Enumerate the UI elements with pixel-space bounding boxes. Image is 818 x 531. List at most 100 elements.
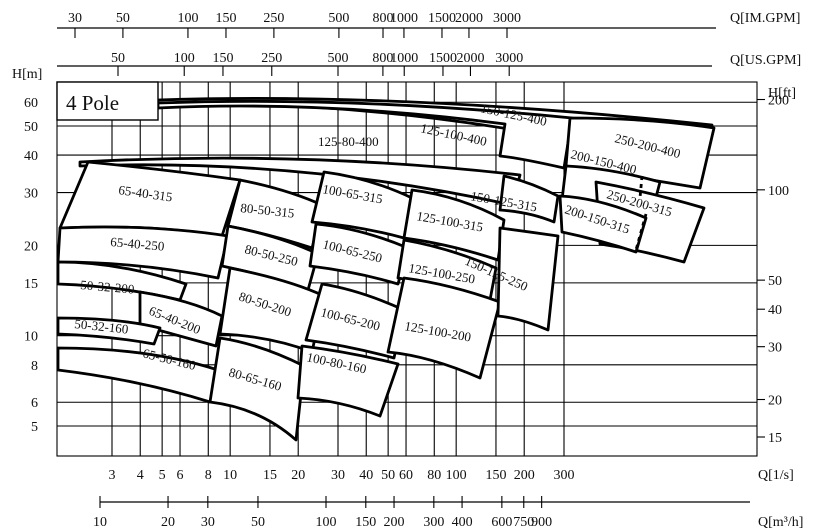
imgpm-tick-label: 800 [373,11,394,26]
separator-dash-2 [634,213,648,251]
m3h-tick-label: 10 [93,515,107,530]
label-65-40-250: 65-40-250 [110,234,165,254]
m3h-tick-label: 50 [251,515,265,530]
imgpm-axis-label: Q[IM.GPM] [730,11,800,26]
imgpm-tick-label: 1000 [390,11,418,26]
m-tick-label: 8 [31,359,38,374]
ls-tick-label: 3 [109,468,116,483]
separator-dash-1 [638,175,644,199]
imgpm-tick-label: 500 [328,11,349,26]
ls-tick-label: 6 [177,468,184,483]
m-tick-label: 20 [24,239,38,254]
imgpm-tick-label: 1500 [428,11,456,26]
m3h-tick-label: 300 [423,515,444,530]
imgpm-tick-label: 150 [215,11,236,26]
usgpm-tick-label: 500 [328,51,349,66]
usgpm-tick-label: 50 [111,51,125,66]
imgpm-tick-label: 30 [68,11,82,26]
imgpm-tick-label: 2000 [455,11,483,26]
m3h-tick-label: 30 [201,515,215,530]
region-200-150-315 [558,194,648,254]
m3h-tick-label: 750 [513,515,534,530]
m-tick-label: 10 [24,330,38,345]
m-tick-label: 30 [24,187,38,202]
imgpm-tick-label: 3000 [493,11,521,26]
pole-legend: 4 Pole [56,81,159,121]
label-80-50-315: 80-50-315 [240,200,295,221]
region-65-50-160 [56,346,220,404]
left-axis-label: H[m] [12,67,42,82]
ft-tick-label: 30 [768,341,782,356]
region-150-125-400 [156,99,574,170]
right-axis-ticks: 15 20 30 40 50 100 200 [757,94,789,446]
chart-title: 4 Pole [66,91,119,115]
usgpm-tick-label: 100 [174,51,195,66]
ls-axis-label: Q[1/s] [758,468,794,483]
m-tick-label: 50 [24,120,38,135]
usgpm-tick-label: 1500 [429,51,457,66]
bottom-axis-ls-ticks: 3 4 5 6 8 10 15 20 30 40 50 60 80 100 150 200 300 [109,468,575,483]
m3h-axis-label: Q[m³/h] [758,515,803,530]
ls-tick-label: 60 [399,468,413,483]
m3h-tick-label: 400 [452,515,473,530]
region-150-125-315 [498,174,560,224]
region-125-100-200 [386,276,502,380]
m-tick-label: 60 [24,96,38,111]
m3h-tick-label: 100 [316,515,337,530]
m-tick-label: 15 [24,277,38,292]
usgpm-tick-label: 3000 [495,51,523,66]
ls-tick-label: 10 [223,468,237,483]
ls-tick-label: 100 [446,468,467,483]
m-tick-label: 40 [24,149,38,164]
ls-tick-label: 4 [137,468,144,483]
imgpm-tick-label: 100 [177,11,198,26]
m3h-tick-label: 200 [384,515,405,530]
usgpm-axis-label: Q[US.GPM] [730,53,801,68]
region-150-125-250 [496,226,560,332]
ls-tick-label: 300 [554,468,575,483]
m-tick-label: 5 [31,420,38,435]
right-axis-label: H[ft] [768,86,796,101]
ft-tick-label: 200 [768,94,789,109]
region-50-32-160 [56,316,162,346]
label-50-32-160: 50-32-160 [74,316,129,337]
m3h-tick-label: 900 [531,515,552,530]
ft-tick-label: 100 [768,184,789,199]
ls-tick-label: 15 [263,468,277,483]
left-axis-ticks: 5 6 8 10 15 20 30 40 50 60 [24,96,38,435]
m3h-tick-label: 600 [491,515,512,530]
ls-tick-label: 5 [159,468,166,483]
imgpm-tick-label: 250 [263,11,284,26]
ls-tick-label: 150 [485,468,506,483]
region-80-65-160 [208,336,306,442]
ft-tick-label: 40 [768,303,782,318]
imgpm-tick-label: 50 [116,11,130,26]
ls-tick-label: 50 [381,468,395,483]
ft-tick-label: 20 [768,394,782,409]
label-65-40-315: 65-40-315 [118,182,174,204]
ft-tick-label: 50 [768,274,782,289]
label-50-32-200: 50-32-200 [80,277,135,297]
m3h-tick-label: 20 [161,515,175,530]
ls-tick-label: 80 [427,468,441,483]
ls-tick-label: 8 [205,468,212,483]
ls-tick-label: 40 [359,468,373,483]
ls-tick-label: 30 [331,468,345,483]
ft-tick-label: 15 [768,431,782,446]
label-125-80-400: 125-80-400 [318,134,379,149]
region-100-65-250 [308,222,410,286]
region-100-80-160 [296,344,400,418]
performance-regions [56,97,716,442]
usgpm-tick-label: 250 [261,51,282,66]
usgpm-tick-label: 2000 [456,51,484,66]
usgpm-tick-label: 800 [372,51,393,66]
usgpm-tick-label: 150 [212,51,233,66]
ls-tick-label: 20 [291,468,305,483]
